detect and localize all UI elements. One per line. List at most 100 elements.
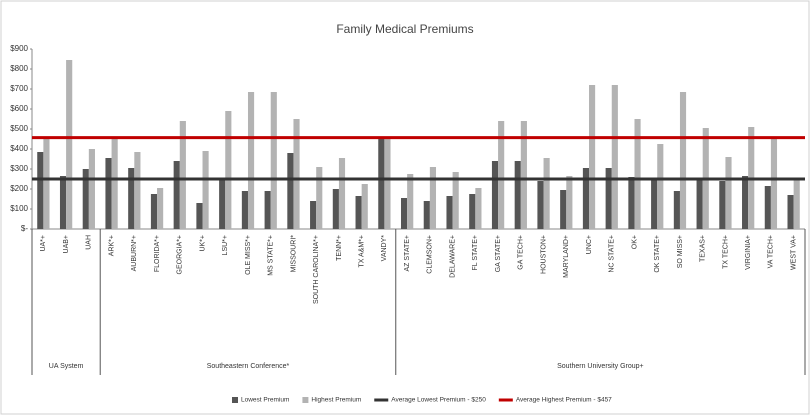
bar (719, 181, 726, 229)
bar (696, 179, 703, 229)
bar (611, 85, 618, 229)
bar (407, 174, 414, 229)
bar (361, 184, 368, 229)
bar (378, 137, 385, 229)
bar (43, 139, 50, 229)
bar (66, 60, 73, 229)
bar (134, 152, 141, 229)
bar (157, 188, 164, 229)
legend-label: Highest Premium (311, 397, 361, 404)
bar (219, 179, 226, 229)
y-tick-label: $800 (10, 64, 28, 73)
x-tick-label: MISSOURI* (290, 235, 297, 273)
x-tick-label: SO MISS+ (677, 235, 684, 268)
x-tick-label: UK*+ (199, 235, 206, 252)
x-tick-label: UNC+ (586, 235, 593, 254)
bar (651, 179, 658, 229)
bar (514, 161, 521, 229)
bar (469, 194, 476, 229)
chart-title: Family Medical Premiums (336, 22, 473, 36)
bar (673, 191, 680, 229)
bar (491, 161, 499, 229)
x-tick-label: TX A&M*+ (359, 235, 366, 267)
y-tick-label: $- (21, 224, 28, 233)
bar (196, 203, 203, 229)
bar (429, 167, 437, 229)
bar (423, 201, 430, 229)
bar (384, 137, 391, 229)
x-tick-label: AUBURN*+ (131, 235, 138, 271)
bar (128, 168, 135, 229)
bar (173, 161, 180, 229)
bar (247, 92, 255, 229)
bar (634, 119, 641, 229)
y-tick-label: $600 (10, 104, 28, 113)
bar (742, 176, 749, 229)
x-tick-label: SOUTH CAROLINA*+ (313, 235, 320, 304)
bar (400, 198, 408, 229)
bar (725, 157, 732, 229)
bar (270, 92, 277, 229)
x-tick-label: TEXAS+ (700, 235, 707, 262)
bar (293, 119, 300, 229)
x-tick-label: ARK*+ (108, 235, 115, 256)
x-tick-label: WEST VA+ (790, 235, 797, 270)
bar (498, 121, 505, 229)
y-tick-label: $500 (10, 124, 28, 133)
bar (241, 191, 248, 229)
bar (628, 177, 635, 229)
y-tick-label: $400 (10, 144, 28, 153)
x-tick-label: GA TECH+ (518, 235, 525, 270)
bar (59, 176, 67, 229)
bar (793, 178, 800, 229)
bar (446, 196, 453, 229)
group-label: UA System (49, 363, 84, 370)
x-tick-label: OK+ (631, 235, 638, 249)
x-tick-label: MARYLAND+ (563, 235, 570, 278)
legend-label: Lowest Premium (241, 397, 289, 404)
bar (264, 191, 271, 229)
x-tick-label: TX TECH+ (722, 235, 729, 269)
x-tick-label: OK STATE+ (654, 235, 661, 273)
legend-label: Average Lowest Premium - $250 (391, 397, 486, 404)
bar (105, 158, 112, 229)
legend-swatch (232, 397, 238, 403)
x-tick-label: VA TECH+ (768, 235, 775, 268)
x-tick-label: TENN*+ (336, 235, 343, 261)
x-tick-label: NC STATE+ (609, 235, 616, 273)
bar (520, 121, 527, 229)
x-tick-label: VIRGINIA+ (745, 235, 752, 270)
x-tick-label: DELAWARE+ (449, 235, 456, 278)
x-tick-label: GEORGIA*+ (177, 235, 184, 274)
x-tick-label: CLEMSON+ (427, 235, 434, 274)
bar (537, 181, 544, 229)
bar (338, 158, 346, 229)
x-tick-label: UAH (86, 235, 93, 250)
legend-swatch (302, 397, 309, 403)
bar (37, 152, 44, 229)
bar (560, 190, 567, 229)
bar (202, 151, 209, 229)
bar (589, 85, 596, 229)
bar (582, 168, 590, 229)
bar (452, 172, 459, 229)
bar (605, 168, 612, 229)
y-tick-label: $100 (10, 204, 28, 213)
bar (543, 158, 550, 229)
y-tick-label: $300 (10, 164, 28, 173)
x-tick-label: MS STATE*+ (268, 235, 275, 276)
bar (225, 111, 232, 229)
x-tick-label: FLORIDA*+ (154, 235, 161, 272)
bar (310, 201, 317, 229)
x-tick-label: UA*+ (40, 235, 47, 252)
bar (179, 121, 186, 229)
bar (475, 188, 482, 229)
bar (770, 138, 778, 229)
bar (316, 167, 323, 229)
bar (679, 92, 687, 229)
group-label: Southeastern Conference* (207, 363, 290, 370)
group-label: Southern University Group+ (557, 363, 644, 370)
x-tick-label: LSU*+ (222, 235, 229, 255)
legend-label: Average Highest Premium - $457 (516, 397, 612, 404)
